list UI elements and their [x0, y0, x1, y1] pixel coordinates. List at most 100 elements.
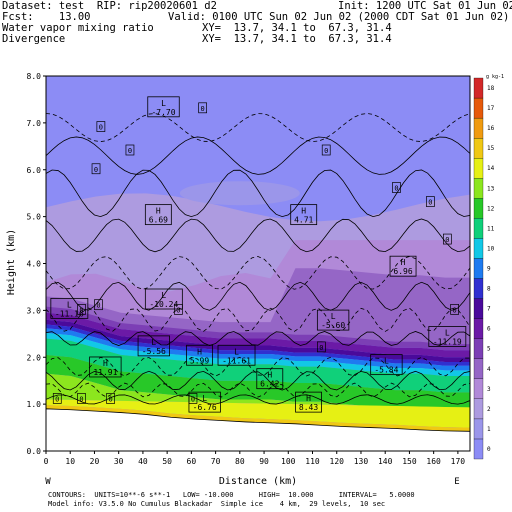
divergence-contour-neg-3 — [46, 356, 470, 377]
extremum-type: L — [234, 347, 239, 356]
extremum-box — [89, 356, 122, 378]
extremum-value: -5.56 — [142, 347, 166, 356]
colorbar-swatch — [473, 338, 484, 359]
extremum-type: H — [103, 359, 108, 368]
divergence-contour-6 — [46, 394, 470, 405]
moisture-band-14 — [46, 405, 470, 432]
low-center: L-5.56 — [137, 335, 170, 357]
low-center: L-11.61 — [217, 344, 256, 366]
colorbar-label: 12 — [487, 205, 495, 212]
zero-contour-label: 0 — [106, 393, 115, 404]
dataset-label: Dataset: test RIP: rip20020601 d2 — [2, 0, 217, 12]
zero-box — [91, 163, 101, 175]
extremum-type: L — [384, 357, 389, 366]
init-time: Init: 1200 UTC Sat 01 Jun 02 — [338, 0, 512, 12]
colorbar-label: 18 — [487, 85, 495, 92]
extremum-value: 6.96 — [393, 267, 412, 276]
extremum-type: H — [197, 347, 202, 356]
high-center: H11.91 — [89, 356, 122, 378]
extremum-value: -5.60 — [321, 321, 345, 330]
x-tick-label: 80 — [235, 457, 245, 466]
colorbar-swatch — [473, 378, 484, 399]
divergence-contour-neg-1 — [46, 256, 470, 290]
zero-contour-label: 0 — [442, 233, 452, 245]
extremum-value: -11.16 — [55, 309, 84, 318]
moisture-band-7 — [46, 324, 470, 366]
low-center: L-11.16 — [50, 297, 89, 319]
moisture-band-blob — [179, 181, 300, 206]
x-axis-west-label: W — [45, 477, 51, 487]
colorbar-swatch — [473, 398, 484, 420]
zero-value: 0 — [394, 185, 398, 193]
divergence-contour-3 — [46, 281, 470, 311]
x-tick-label: 10 — [65, 457, 75, 466]
zero-contour-label: 0 — [426, 196, 435, 207]
x-tick-label: 110 — [305, 457, 320, 466]
colorbar-label: 0 — [487, 446, 491, 453]
zero-value: 0 — [428, 199, 432, 207]
y-tick-label: 2.0 — [27, 353, 42, 362]
colorbar-swatch — [473, 418, 484, 440]
x-tick-label: 140 — [378, 457, 393, 466]
colorbar-label: 5 — [487, 346, 491, 353]
extremum-box — [290, 204, 318, 226]
divergence-contour-4 — [46, 331, 470, 346]
high-center: H6.69 — [144, 204, 172, 226]
contour-info: CONTOURS: UNITS=10**-6 s**-1 LOW= -10.00… — [48, 491, 415, 499]
extremum-box — [186, 344, 213, 366]
colorbar-swatch — [473, 238, 484, 259]
extremum-value: 11.91 — [93, 368, 117, 377]
colorbar-label: 9 — [487, 266, 491, 273]
moisture-band-10 — [46, 338, 470, 393]
zero-contour-label: 0 — [188, 393, 198, 404]
extremum-type: L — [161, 99, 166, 108]
colorbar-label: 7 — [487, 306, 491, 313]
x-tick-label: 90 — [259, 457, 269, 466]
zero-value: 0 — [55, 395, 59, 403]
extremum-value: 6.42 — [260, 380, 279, 389]
colorbar-label: 16 — [487, 125, 495, 132]
low-center: L-5.60 — [316, 309, 350, 331]
colorbar-label: 6 — [487, 326, 491, 333]
colorbar-label: 14 — [487, 165, 495, 172]
colorbar-label: 10 — [487, 245, 495, 252]
extremum-type: L — [202, 394, 207, 403]
divergence-contour-neg-0 — [46, 113, 470, 143]
x-tick-label: 20 — [90, 457, 100, 466]
colorbar-unit-label: g kg-1 — [486, 74, 504, 80]
colorbar-label: 13 — [487, 185, 495, 192]
colorbar-swatch — [473, 138, 484, 159]
low-center: L-7.70 — [147, 96, 180, 118]
colorbar-label: 2 — [487, 406, 491, 413]
divergence-contour-neg-4 — [46, 382, 470, 398]
zero-box — [96, 121, 106, 132]
colorbar-label: 15 — [487, 145, 495, 152]
colorbar-swatch — [473, 438, 484, 460]
extremum-box — [389, 255, 417, 277]
zero-contour-label: 0 — [392, 182, 401, 193]
y-axis-label: Height (km) — [6, 229, 17, 295]
forecast-hour: Fcst: 13.00 — [2, 11, 91, 23]
zero-contour-label: 0 — [317, 341, 326, 353]
y-tick-label: 1.0 — [27, 400, 42, 409]
y-tick-label: 6.0 — [27, 166, 42, 175]
zero-value: 0 — [191, 395, 195, 403]
extremum-value: -10.24 — [149, 300, 178, 309]
x-tick-label: 100 — [281, 457, 296, 466]
terrain — [46, 408, 470, 451]
colorbar-swatch — [473, 178, 484, 199]
high-center: H6.42 — [256, 368, 284, 390]
zero-box — [52, 393, 62, 404]
high-center: H4.71 — [290, 204, 318, 226]
zero-box — [317, 341, 326, 353]
zero-contour-label: 0 — [52, 393, 62, 404]
zero-contour-label: 0 — [77, 393, 86, 404]
extremum-value: -11.61 — [222, 356, 251, 365]
zero-contour-label: 0 — [94, 299, 103, 311]
colorbar-swatch — [473, 97, 484, 119]
y-tick-label: 4.0 — [27, 260, 42, 269]
divergence-contour-neg-2 — [46, 307, 470, 332]
extremum-value: 4.71 — [294, 216, 313, 225]
zero-value: 0 — [445, 236, 449, 244]
